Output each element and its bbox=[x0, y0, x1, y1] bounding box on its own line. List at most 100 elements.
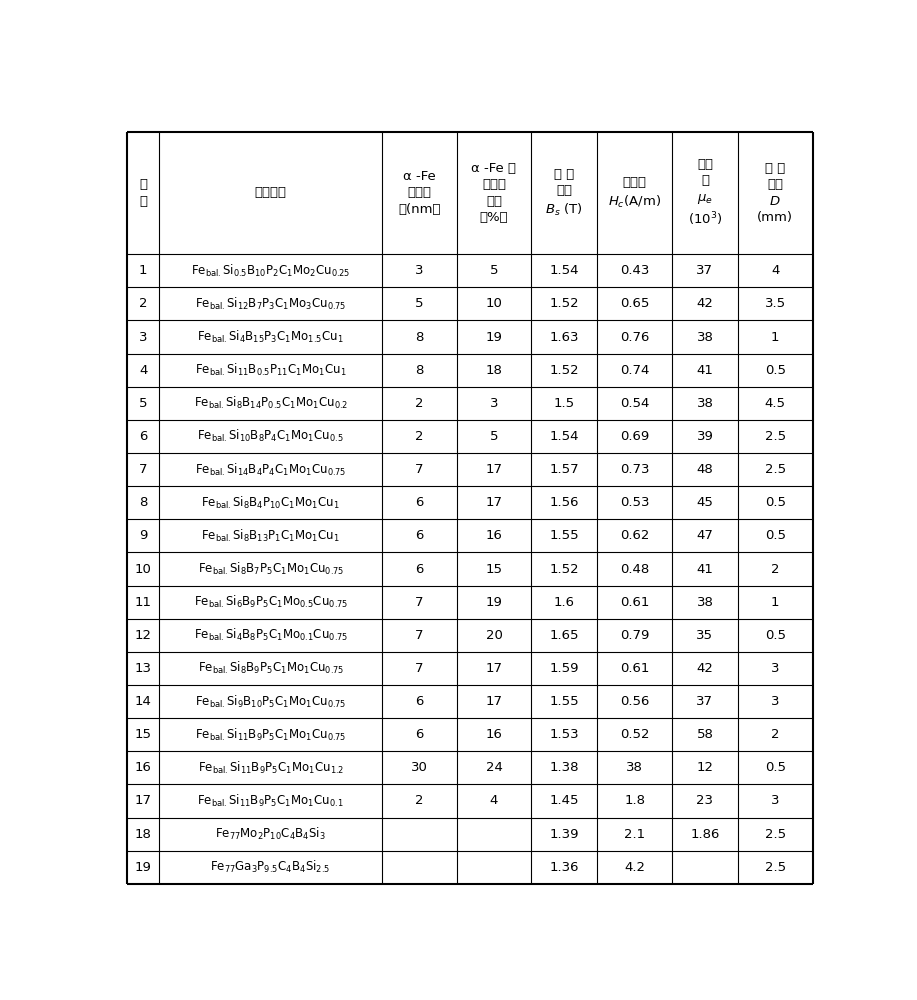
Text: 17: 17 bbox=[485, 695, 503, 708]
Text: 3: 3 bbox=[138, 331, 148, 344]
Text: 0.5: 0.5 bbox=[765, 529, 786, 542]
Text: 58: 58 bbox=[697, 728, 713, 741]
Text: 0.5: 0.5 bbox=[765, 496, 786, 509]
Text: 0.74: 0.74 bbox=[620, 364, 649, 377]
Text: 1.56: 1.56 bbox=[549, 496, 579, 509]
Text: 30: 30 bbox=[411, 761, 428, 774]
Text: 39: 39 bbox=[697, 430, 713, 443]
Text: 0.56: 0.56 bbox=[620, 695, 649, 708]
Text: 7: 7 bbox=[415, 662, 424, 675]
Text: 2.5: 2.5 bbox=[765, 430, 786, 443]
Text: 16: 16 bbox=[135, 761, 151, 774]
Text: 37: 37 bbox=[696, 264, 713, 277]
Text: 14: 14 bbox=[135, 695, 151, 708]
Text: 2: 2 bbox=[415, 397, 424, 410]
Text: 0.5: 0.5 bbox=[765, 761, 786, 774]
Text: 16: 16 bbox=[485, 728, 503, 741]
Text: 1.54: 1.54 bbox=[549, 430, 579, 443]
Text: 3: 3 bbox=[771, 794, 779, 807]
Text: 3: 3 bbox=[415, 264, 424, 277]
Text: Fe$_{77}$Mo$_2$P$_{10}$C$_4$B$_4$Si$_3$: Fe$_{77}$Mo$_2$P$_{10}$C$_4$B$_4$Si$_3$ bbox=[215, 826, 326, 842]
Text: Fe$_{\mathrm{bal.}}$Si$_6$B$_9$P$_5$C$_1$Mo$_{0.5}$Cu$_{0.75}$: Fe$_{\mathrm{bal.}}$Si$_6$B$_9$P$_5$C$_1… bbox=[193, 594, 348, 610]
Text: 2.5: 2.5 bbox=[765, 463, 786, 476]
Text: 4: 4 bbox=[139, 364, 148, 377]
Text: Fe$_{\mathrm{bal.}}$Si$_8$B$_9$P$_5$C$_1$Mo$_1$Cu$_{0.75}$: Fe$_{\mathrm{bal.}}$Si$_8$B$_9$P$_5$C$_1… bbox=[197, 660, 344, 676]
Text: 19: 19 bbox=[135, 861, 151, 874]
Text: 1.8: 1.8 bbox=[624, 794, 646, 807]
Text: 16: 16 bbox=[485, 529, 503, 542]
Text: 1.36: 1.36 bbox=[549, 861, 579, 874]
Text: Fe$_{\mathrm{bal.}}$Si$_8$B$_{14}$P$_{0.5}$C$_1$Mo$_1$Cu$_{0.2}$: Fe$_{\mathrm{bal.}}$Si$_8$B$_{14}$P$_{0.… bbox=[193, 395, 348, 411]
Text: 5: 5 bbox=[490, 430, 498, 443]
Text: 10: 10 bbox=[135, 563, 151, 576]
Text: 1: 1 bbox=[138, 264, 148, 277]
Text: 0.73: 0.73 bbox=[620, 463, 649, 476]
Text: Fe$_{\mathrm{bal.}}$Si$_{11}$B$_9$P$_5$C$_1$Mo$_1$Cu$_{0.1}$: Fe$_{\mathrm{bal.}}$Si$_{11}$B$_9$P$_5$C… bbox=[197, 793, 344, 809]
Text: 9: 9 bbox=[139, 529, 148, 542]
Text: 1.38: 1.38 bbox=[549, 761, 579, 774]
Text: 2: 2 bbox=[771, 728, 779, 741]
Text: 1.52: 1.52 bbox=[549, 563, 580, 576]
Text: 0.54: 0.54 bbox=[620, 397, 649, 410]
Text: 1.57: 1.57 bbox=[549, 463, 580, 476]
Text: 临 界
尺寸
$D$
(mm): 临 界 尺寸 $D$ (mm) bbox=[757, 162, 793, 224]
Text: Fe$_{\mathrm{bal.}}$Si$_{12}$B$_7$P$_3$C$_1$Mo$_3$Cu$_{0.75}$: Fe$_{\mathrm{bal.}}$Si$_{12}$B$_7$P$_3$C… bbox=[195, 296, 346, 312]
Text: 1.39: 1.39 bbox=[549, 828, 579, 841]
Text: α -Fe
团簇大
小(nm）: α -Fe 团簇大 小(nm） bbox=[398, 170, 441, 216]
Text: 合金成分: 合金成分 bbox=[255, 186, 286, 199]
Text: 4: 4 bbox=[490, 794, 498, 807]
Text: 1.52: 1.52 bbox=[549, 364, 580, 377]
Text: 45: 45 bbox=[697, 496, 713, 509]
Text: 12: 12 bbox=[135, 629, 151, 642]
Text: 磁导
率
$\mu_e$
$(10^3)$: 磁导 率 $\mu_e$ $(10^3)$ bbox=[688, 158, 723, 228]
Text: Fe$_{77}$Ga$_3$P$_{9.5}$C$_4$B$_4$Si$_{2.5}$: Fe$_{77}$Ga$_3$P$_{9.5}$C$_4$B$_4$Si$_{2… bbox=[210, 859, 331, 875]
Text: 1.55: 1.55 bbox=[549, 529, 580, 542]
Text: Fe$_{\mathrm{bal.}}$Si$_{11}$B$_{0.5}$P$_{11}$C$_1$Mo$_1$Cu$_1$: Fe$_{\mathrm{bal.}}$Si$_{11}$B$_{0.5}$P$… bbox=[194, 362, 347, 378]
Text: 1.45: 1.45 bbox=[549, 794, 579, 807]
Text: Fe$_{\mathrm{bal.}}$Si$_{11}$B$_9$P$_5$C$_1$Mo$_1$Cu$_{1.2}$: Fe$_{\mathrm{bal.}}$Si$_{11}$B$_9$P$_5$C… bbox=[197, 760, 344, 776]
Text: Fe$_{\mathrm{bal.}}$Si$_8$B$_{13}$P$_1$C$_1$Mo$_1$Cu$_1$: Fe$_{\mathrm{bal.}}$Si$_8$B$_{13}$P$_1$C… bbox=[201, 528, 340, 544]
Text: 6: 6 bbox=[139, 430, 148, 443]
Text: 42: 42 bbox=[697, 662, 713, 675]
Text: 1.52: 1.52 bbox=[549, 297, 580, 310]
Text: Fe$_{\mathrm{bal.}}$Si$_8$B$_7$P$_5$C$_1$Mo$_1$Cu$_{0.75}$: Fe$_{\mathrm{bal.}}$Si$_8$B$_7$P$_5$C$_1… bbox=[197, 561, 344, 577]
Text: 17: 17 bbox=[485, 496, 503, 509]
Text: 18: 18 bbox=[135, 828, 151, 841]
Text: 15: 15 bbox=[135, 728, 151, 741]
Text: 4.2: 4.2 bbox=[624, 861, 646, 874]
Text: 8: 8 bbox=[415, 364, 424, 377]
Text: 1: 1 bbox=[771, 331, 779, 344]
Text: Fe$_{\mathrm{bal.}}$Si$_8$B$_4$P$_{10}$C$_1$Mo$_1$Cu$_1$: Fe$_{\mathrm{bal.}}$Si$_8$B$_4$P$_{10}$C… bbox=[201, 495, 340, 511]
Text: 2: 2 bbox=[771, 563, 779, 576]
Text: 41: 41 bbox=[697, 563, 713, 576]
Text: 0.48: 0.48 bbox=[620, 563, 649, 576]
Text: 38: 38 bbox=[697, 331, 713, 344]
Text: 13: 13 bbox=[135, 662, 151, 675]
Text: α -Fe 团
簇体积
分数
（%）: α -Fe 团 簇体积 分数 （%） bbox=[471, 162, 516, 224]
Text: 1.59: 1.59 bbox=[549, 662, 579, 675]
Text: 48: 48 bbox=[697, 463, 713, 476]
Text: 0.62: 0.62 bbox=[620, 529, 649, 542]
Text: 42: 42 bbox=[697, 297, 713, 310]
Text: 0.5: 0.5 bbox=[765, 629, 786, 642]
Text: 5: 5 bbox=[415, 297, 424, 310]
Text: 1.54: 1.54 bbox=[549, 264, 579, 277]
Text: 0.43: 0.43 bbox=[620, 264, 649, 277]
Text: 23: 23 bbox=[696, 794, 713, 807]
Text: 2.5: 2.5 bbox=[765, 828, 786, 841]
Text: Fe$_{\mathrm{bal.}}$Si$_{10}$B$_8$P$_4$C$_1$Mo$_1$Cu$_{0.5}$: Fe$_{\mathrm{bal.}}$Si$_{10}$B$_8$P$_4$C… bbox=[197, 428, 344, 444]
Text: 0.53: 0.53 bbox=[620, 496, 649, 509]
Text: 35: 35 bbox=[696, 629, 713, 642]
Text: 矫顽力
$H_c$(A/m): 矫顽力 $H_c$(A/m) bbox=[608, 176, 661, 210]
Text: 0.52: 0.52 bbox=[620, 728, 649, 741]
Text: 3.5: 3.5 bbox=[765, 297, 786, 310]
Text: 3: 3 bbox=[771, 662, 779, 675]
Text: Fe$_{\mathrm{bal.}}$Si$_4$B$_8$P$_5$C$_1$Mo$_{0.1}$Cu$_{0.75}$: Fe$_{\mathrm{bal.}}$Si$_4$B$_8$P$_5$C$_1… bbox=[193, 627, 348, 643]
Text: 8: 8 bbox=[415, 331, 424, 344]
Text: 2.5: 2.5 bbox=[765, 861, 786, 874]
Text: 3: 3 bbox=[771, 695, 779, 708]
Text: 17: 17 bbox=[485, 463, 503, 476]
Text: 1.53: 1.53 bbox=[549, 728, 580, 741]
Text: 6: 6 bbox=[415, 529, 424, 542]
Text: 6: 6 bbox=[415, 563, 424, 576]
